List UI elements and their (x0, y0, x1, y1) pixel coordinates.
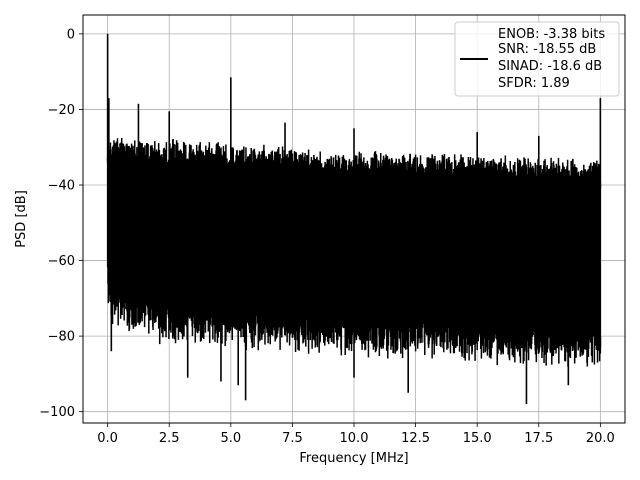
x-axis: 0.0 2.5 5.0 7.5 10.0 12.5 15.0 17.5 20.0 (97, 423, 615, 446)
y-tick-label: −40 (48, 179, 75, 194)
x-tick-label: 0.0 (97, 431, 118, 446)
y-tick-label: −20 (48, 103, 75, 118)
legend-sfdr: SFDR: 1.89 (498, 76, 570, 91)
x-tick-label: 5.0 (220, 431, 241, 446)
legend: ENOB: -3.38 bits SNR: -18.55 dB SINAD: -… (454, 21, 620, 97)
x-tick-label: 7.5 (282, 431, 303, 446)
x-tick-label: 10.0 (340, 431, 369, 446)
x-tick-label: 17.5 (524, 431, 553, 446)
legend-enob: ENOB: -3.38 bits (498, 27, 605, 42)
x-tick-label: 15.0 (463, 431, 492, 446)
x-tick-label: 12.5 (401, 431, 430, 446)
legend-snr: SNR: -18.55 dB (498, 42, 596, 57)
x-tick-label: 20.0 (586, 431, 615, 446)
x-tick-label: 2.5 (159, 431, 180, 446)
y-tick-label: −100 (39, 405, 75, 420)
y-axis-label: PSD [dB] (14, 190, 29, 248)
plot-area (106, 33, 602, 405)
legend-box (454, 21, 620, 97)
y-tick-label: −60 (48, 254, 75, 269)
psd-noise-trace (106, 137, 602, 367)
y-axis: 0 −20 −40 −60 −80 −100 (39, 27, 83, 420)
y-tick-label: −80 (48, 330, 75, 345)
y-tick-label: 0 (67, 27, 75, 42)
x-axis-label: Frequency [MHz] (299, 451, 408, 466)
legend-sinad: SINAD: -18.6 dB (498, 59, 602, 74)
